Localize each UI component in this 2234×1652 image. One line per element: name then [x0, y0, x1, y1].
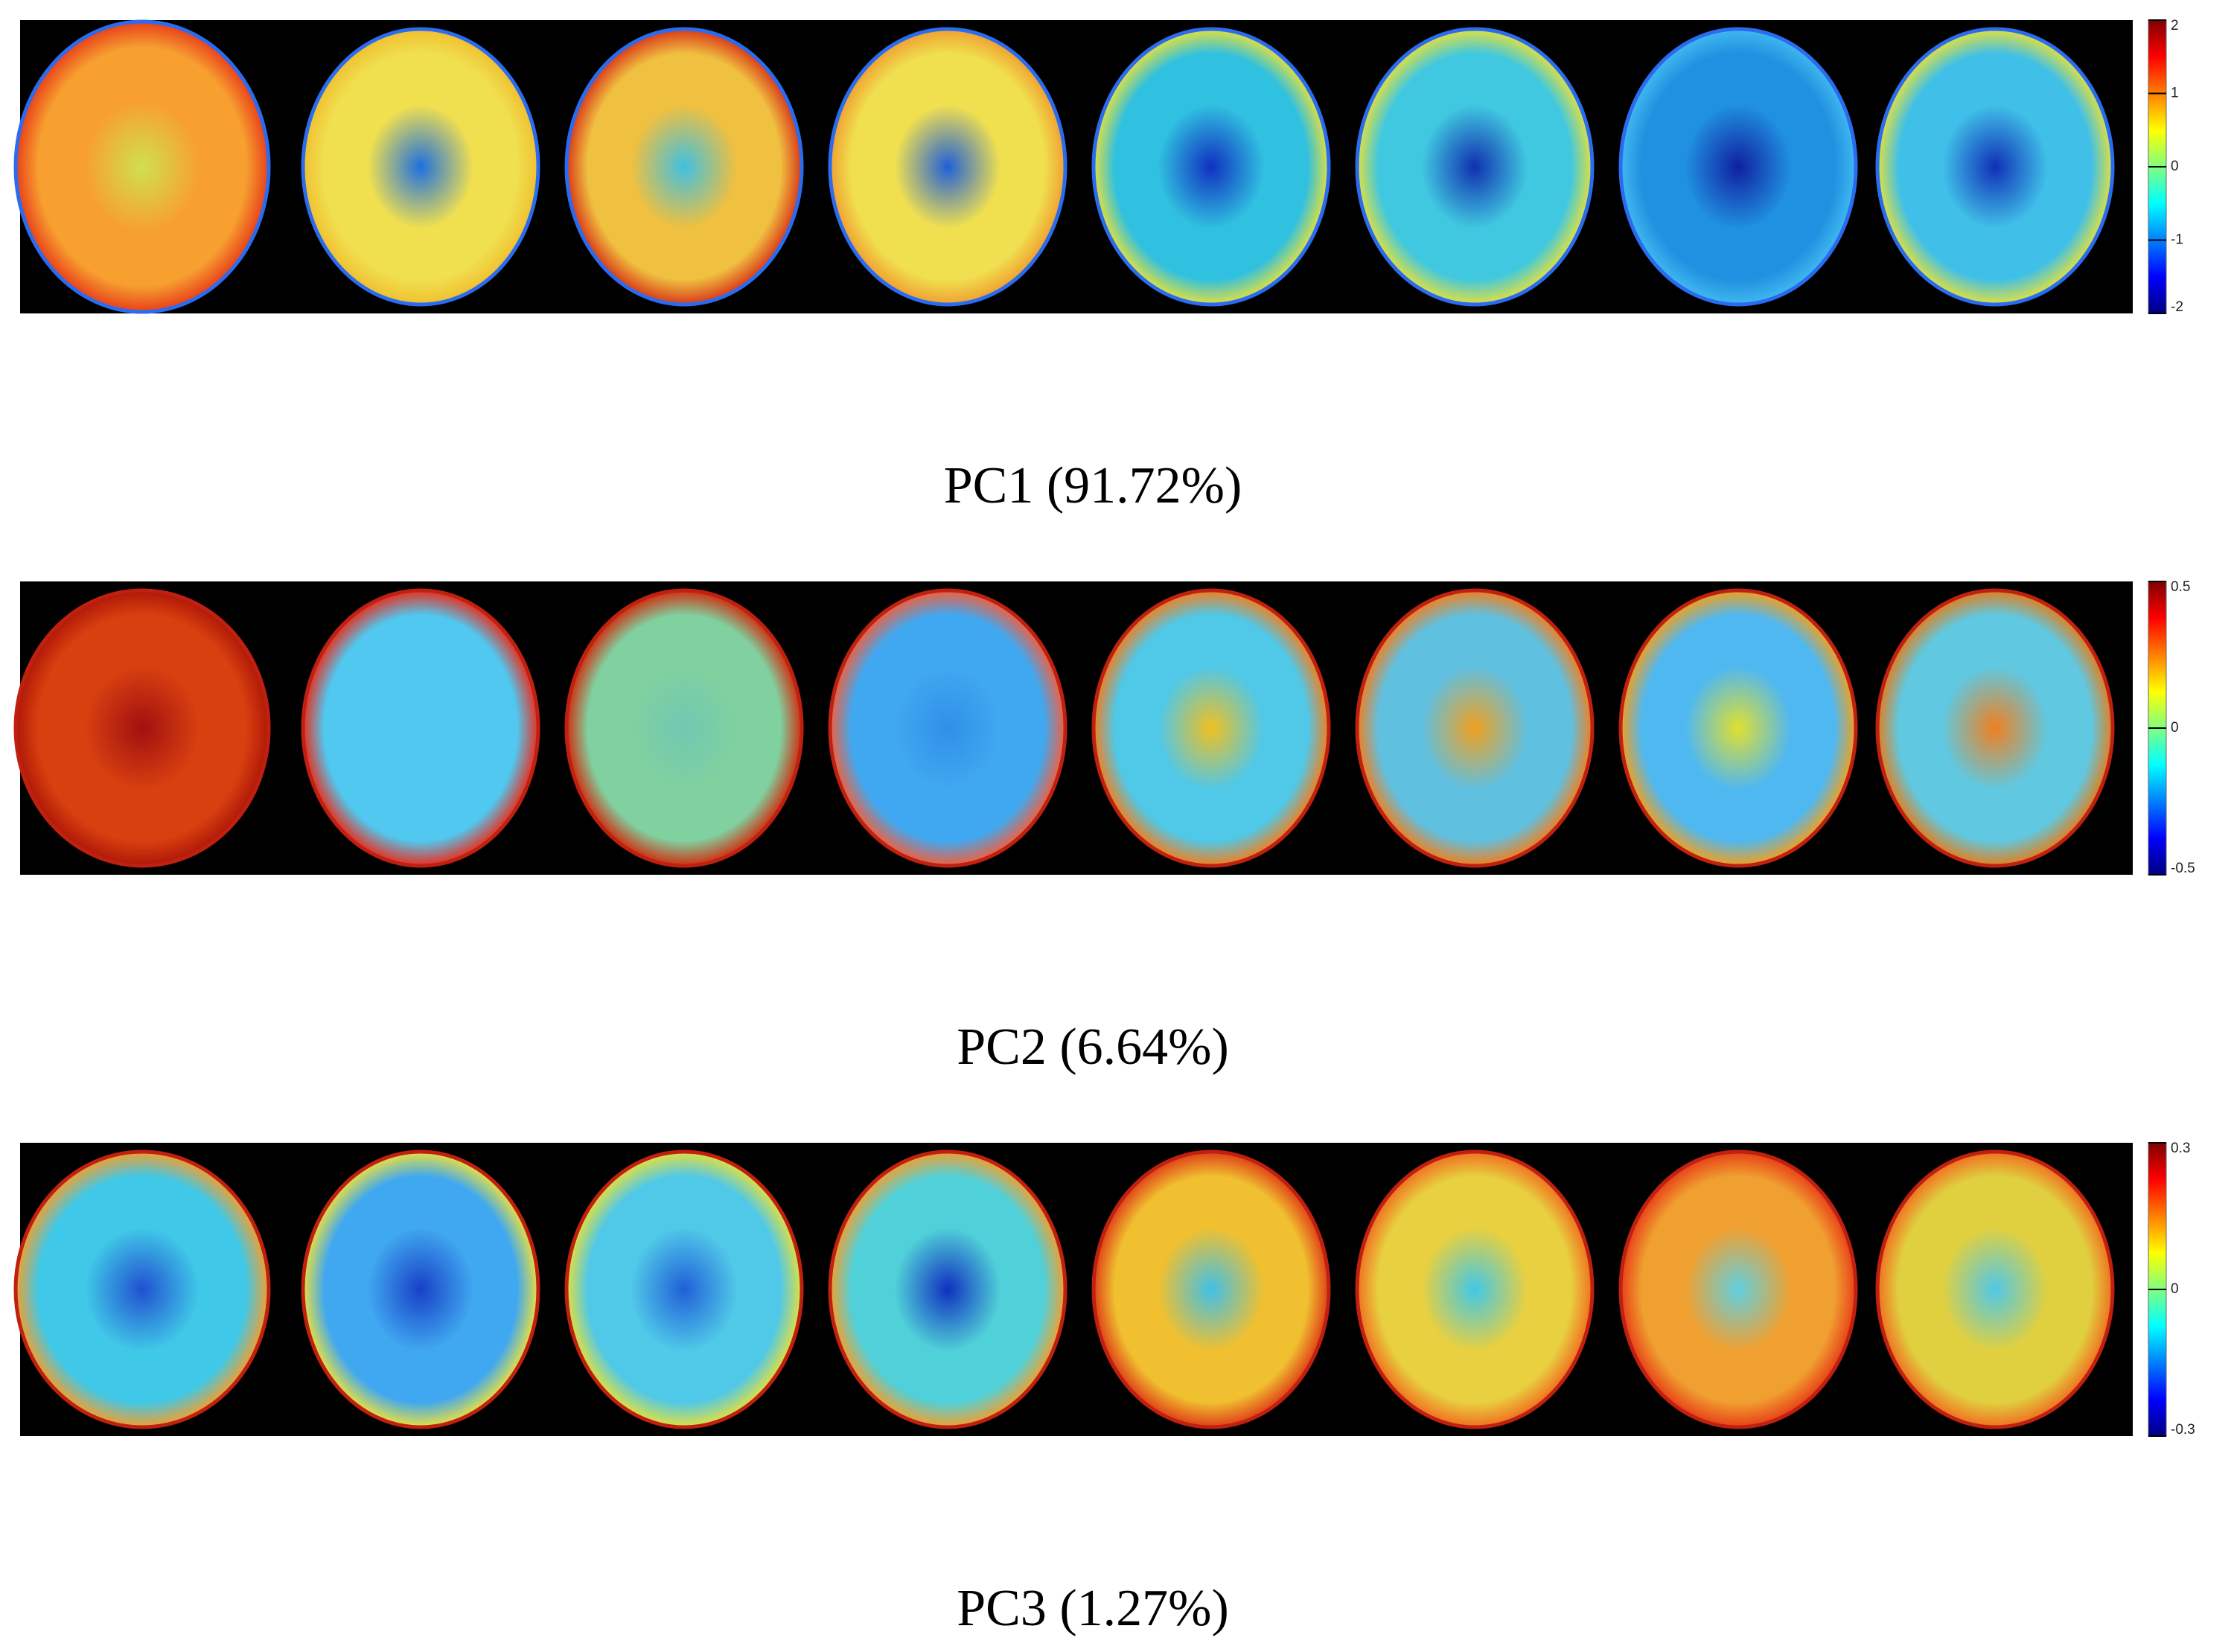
brain-slice	[301, 27, 540, 307]
brain-slice	[828, 1149, 1067, 1429]
brain-slice	[1355, 588, 1595, 868]
brain-slice	[564, 588, 804, 868]
panel: 0.5 0 -0.5 PC2 (6.64%)	[13, 579, 2195, 1076]
colorbar-tick-label: -0.5	[2171, 861, 2195, 876]
brain-slice	[1355, 27, 1595, 307]
brain-slice	[828, 27, 1067, 307]
colorbar-tick-label: 0.5	[2171, 579, 2190, 595]
panel: 0.3 0 -0.3 PC3 (1.27%)	[13, 1141, 2195, 1637]
brain-slice	[564, 1149, 804, 1429]
colorbar-tick-label: 1	[2171, 86, 2179, 101]
caption: PC2 (6.64%)	[957, 1018, 1229, 1076]
brain-slice	[1091, 1149, 1331, 1429]
colorbar-tick-label: -0.3	[2171, 1422, 2195, 1438]
caption: PC1 (91.72%)	[944, 457, 1242, 514]
brain-slice	[301, 588, 540, 868]
brain-slice	[13, 588, 271, 868]
colorbar-tick-label: 0.3	[2171, 1141, 2190, 1156]
brain-slice	[564, 27, 804, 307]
brain-slice	[828, 588, 1067, 868]
brain-slice	[1618, 27, 1858, 307]
colorbar-tick-label: 0	[2171, 720, 2179, 736]
colorbar-tick-label: 0	[2171, 159, 2179, 174]
brain-slice	[1875, 27, 2115, 307]
colorbar-tick-label: 0	[2171, 1281, 2179, 1297]
brain-slice	[301, 1149, 540, 1429]
brain-slice	[1618, 1149, 1858, 1429]
brain-slice	[13, 1149, 271, 1429]
brain-slice	[1091, 588, 1331, 868]
brain-slice	[1091, 27, 1331, 307]
brain-slice	[1618, 588, 1858, 868]
brain-slice	[13, 19, 271, 314]
colorbar-tick-label: 2	[2171, 18, 2179, 34]
brain-slice	[1875, 588, 2115, 868]
colorbar-tick-label: -1	[2171, 232, 2183, 248]
panel: 2 1 0 -1 -2 PC1 (91.72%)	[13, 18, 2183, 514]
colorbar-tick-label: -2	[2171, 299, 2183, 315]
caption: PC3 (1.27%)	[957, 1580, 1229, 1637]
brain-slice	[1355, 1149, 1595, 1429]
brain-slice	[1875, 1149, 2115, 1429]
